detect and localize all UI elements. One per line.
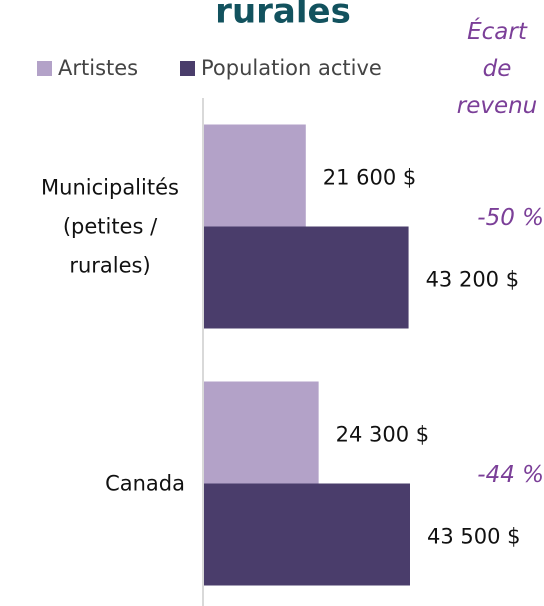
chart-title: rurales <box>215 0 351 32</box>
legend-swatch <box>180 61 195 76</box>
legend-label: Artistes <box>58 56 138 80</box>
gap-label: -50 % <box>477 205 544 231</box>
value-label: 24 300 $ <box>336 423 430 447</box>
legend-swatch <box>37 61 52 76</box>
bar <box>203 381 319 484</box>
value-label: 21 600 $ <box>323 166 417 190</box>
bar <box>203 226 409 329</box>
value-label: 43 500 $ <box>427 525 521 549</box>
bar <box>203 483 410 586</box>
annotation: Écart de revenu <box>450 14 544 125</box>
category-label: Municipalités (petites / rurales) <box>35 168 185 285</box>
gap-label: -44 % <box>477 462 544 488</box>
bar <box>203 124 306 227</box>
annotation-text: Écart de revenu <box>456 19 538 119</box>
value-label: 43 200 $ <box>426 268 520 292</box>
legend-label: Population active <box>201 56 382 80</box>
category-label-text: Canada <box>105 471 185 495</box>
category-label: Canada <box>105 464 185 503</box>
category-label-text: Municipalités (petites / rurales) <box>41 175 179 277</box>
